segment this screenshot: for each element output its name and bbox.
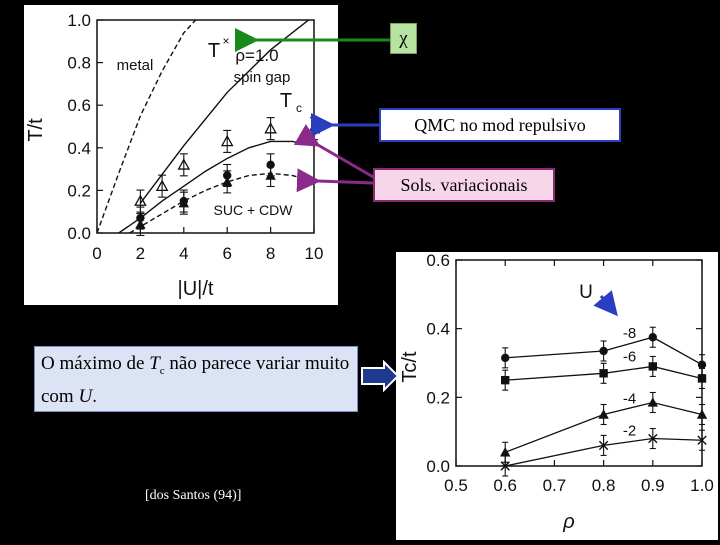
data-point-circle xyxy=(648,333,657,342)
data-point-x xyxy=(598,440,609,451)
note-u: U xyxy=(78,385,93,407)
y-axis-label: T/t xyxy=(25,118,47,142)
x-axis-label: ρ xyxy=(562,511,574,533)
series-line xyxy=(505,365,703,381)
annotation-tc: T xyxy=(280,90,292,112)
y-tick-label: 1.0 xyxy=(67,11,91,30)
chi-label: χ xyxy=(390,23,417,54)
x-tick-label: 10 xyxy=(305,244,324,263)
data-point-square xyxy=(501,375,510,385)
data-point-x xyxy=(500,461,510,471)
data-point-triangle-filled xyxy=(135,219,146,229)
x-tick-label: 6 xyxy=(222,244,231,263)
variational-label: Sols. variacionais xyxy=(373,168,555,202)
data-point-triangle-open xyxy=(220,134,234,147)
data-point-triangle-filled xyxy=(265,170,276,180)
series-label: -4 xyxy=(623,391,636,408)
y-tick-label: 0.4 xyxy=(426,320,450,339)
data-point-triangle xyxy=(598,409,609,419)
data-point-square xyxy=(697,374,707,383)
data-point-circle xyxy=(599,346,608,356)
sols-arrow-upper xyxy=(293,124,376,180)
data-point-circle xyxy=(697,360,707,369)
series-label: -6 xyxy=(623,348,636,365)
data-point-triangle-open xyxy=(155,179,169,191)
y-tick-label: 0.6 xyxy=(426,252,450,270)
y-axis-label: Tc/t xyxy=(399,351,421,383)
y-tick-label: 0.8 xyxy=(67,54,91,73)
data-point-triangle-open xyxy=(134,194,147,206)
y-tick-label: 0.0 xyxy=(426,457,450,476)
x-tick-label: 2 xyxy=(136,244,145,263)
series-line xyxy=(505,437,703,467)
data-point-x xyxy=(697,435,707,445)
x-tick-label: 0.8 xyxy=(592,476,616,495)
y-tick-label: 0.2 xyxy=(67,181,91,200)
note-tc-sub: c xyxy=(159,364,165,377)
annotation-tx-sup: × xyxy=(222,34,229,48)
data-point-square xyxy=(599,369,608,378)
x-tick-label: 0.6 xyxy=(493,476,517,495)
note-text-b: não parece variar muito com xyxy=(41,353,350,407)
series-label: -8 xyxy=(623,325,636,342)
series-line xyxy=(504,401,703,453)
y-tick-label: 0.4 xyxy=(67,139,91,158)
data-point-triangle xyxy=(500,447,511,457)
note-tc: T xyxy=(149,353,160,374)
data-point-triangle-filled xyxy=(178,197,189,208)
data-point-triangle xyxy=(647,397,658,407)
tc-vs-density-chart: 0.5 0.6 0.7 0.8 0.9 1.0 0.0 0.2 0.4 0.6 ρ Tc/t -8 -6 -… xyxy=(399,251,714,533)
x-tick-label: 0.7 xyxy=(543,476,567,495)
y-tick-label: 0.0 xyxy=(67,224,91,243)
note-block-arrow xyxy=(361,359,400,393)
note-end: . xyxy=(92,385,97,407)
sols-arrow-lower xyxy=(296,168,374,193)
data-point-x xyxy=(648,433,658,444)
phase-diagram-panel: 0 2 4 6 8 10 0.0 0.2 0.4 0.6 0.8 1.0 |U|/t T/t metal T ×… xyxy=(24,5,338,305)
u-label: U xyxy=(579,282,593,303)
data-point-triangle-filled xyxy=(222,176,233,187)
data-point-triangle-open xyxy=(264,122,277,134)
data-point-circle xyxy=(501,353,510,363)
note-text-a: O máximo de xyxy=(41,353,150,374)
qmc-label: QMC no mod repulsivo xyxy=(379,108,621,142)
x-tick-label: 8 xyxy=(266,244,275,263)
annotation-suc-cdw: SUC + CDW xyxy=(214,202,294,218)
series-line-crossover-line xyxy=(139,20,310,204)
x-tick-label: 4 xyxy=(179,244,188,263)
series-label: -2 xyxy=(623,422,636,439)
data-point-triangle xyxy=(696,409,708,419)
u-arrow xyxy=(593,290,618,317)
note-box: O máximo de Tc não parece variar muito c… xyxy=(34,346,358,412)
series-line-dashed xyxy=(97,20,197,233)
x-tick-label: 1.0 xyxy=(690,476,714,495)
data-point-square xyxy=(648,362,657,371)
x-tick-label: 0 xyxy=(92,244,101,263)
series-line xyxy=(505,336,703,366)
y-tick-label: 0.6 xyxy=(67,96,91,115)
x-tick-label: 0.9 xyxy=(641,476,665,495)
annotation-spin-gap: spin gap xyxy=(234,69,291,86)
y-tick-label: 0.2 xyxy=(426,388,450,407)
x-axis-label: |U|/t xyxy=(178,278,214,300)
annotation-tc-sub: c xyxy=(296,101,302,115)
data-point-triangle-open xyxy=(177,158,191,170)
annotation-metal: metal xyxy=(117,57,154,74)
tc-vs-density-panel: 0.5 0.6 0.7 0.8 0.9 1.0 0.0 0.2 0.4 0.6 ρ Tc/t -8 -6 -… xyxy=(396,251,718,540)
annotation-tx: T xyxy=(208,40,220,62)
x-tick-label: 0.5 xyxy=(444,476,468,495)
reference-citation: [dos Santos (94)] xyxy=(145,488,242,503)
